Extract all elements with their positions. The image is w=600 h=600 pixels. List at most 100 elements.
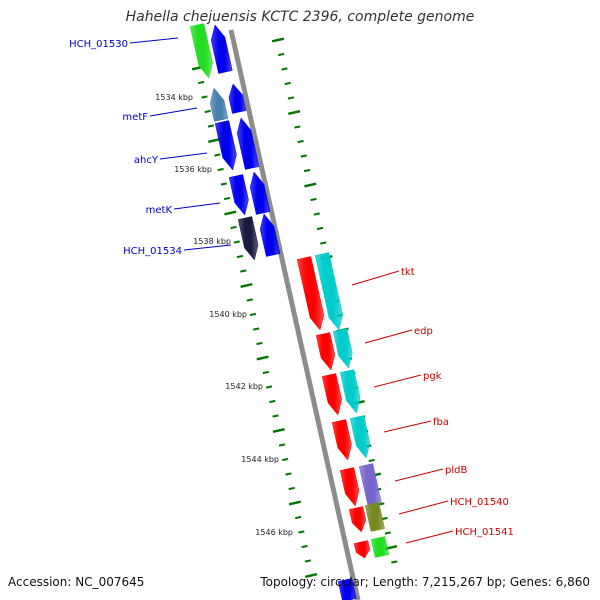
left-tick-mark: [246, 298, 253, 302]
gene-label-metf: metF: [122, 112, 148, 123]
gene-arrow: [259, 213, 281, 257]
left-tick-mark: [207, 124, 215, 128]
gene-arrow-edp: [315, 332, 336, 371]
right-tick-mark: [384, 531, 391, 535]
left-tick-mark: [301, 544, 308, 549]
left-tick-mark: [298, 530, 305, 534]
genome-backbone: [228, 29, 361, 600]
gene-label-tkt: tkt: [401, 267, 415, 278]
left-tick-mark: [262, 370, 269, 375]
gene-arrow: [364, 502, 385, 532]
left-tick-mark: [220, 182, 227, 186]
gene-arrow-hch01530: [189, 23, 213, 79]
left-tick-mark: [240, 282, 253, 289]
left-tick-mark: [214, 153, 221, 157]
left-tick-mark: [278, 443, 286, 447]
right-tick-mark: [284, 81, 291, 86]
left-tick-mark: [269, 399, 276, 404]
right-tick-mark: [297, 139, 304, 144]
right-tick-mark: [294, 125, 301, 129]
gene-arrow-ahcy: [214, 120, 237, 171]
left-tick-mark: [256, 355, 269, 361]
gene-features: [189, 23, 390, 600]
map-title: Hahella chejuensis KCTC 2396, complete g…: [125, 9, 475, 25]
left-tick-mark: [256, 341, 263, 346]
left-tick-mark: [288, 500, 302, 506]
left-tick-mark: [233, 240, 240, 244]
gene-label-edp: edp: [414, 326, 433, 337]
right-tick-mark: [288, 109, 301, 116]
scale-label: 1534 kbp: [155, 93, 193, 102]
gene-arrow: [314, 252, 343, 331]
left-tick-mark: [208, 137, 221, 144]
gene-label-leader: [149, 107, 198, 117]
gene-arrow-pldb: [339, 467, 360, 507]
gene-arrow-hch01534: [237, 216, 259, 261]
right-tick-mark: [313, 212, 320, 216]
left-tick-mark: [201, 95, 208, 99]
left-tick-mark: [224, 210, 237, 216]
left-tick-mark: [304, 559, 311, 563]
gene-label-leader: [183, 244, 232, 251]
gene-arrow-pgk: [321, 373, 342, 416]
gene-label-pldb: pldB: [445, 465, 467, 476]
gene-arrow: [370, 536, 390, 558]
gene-arrow-tkt: [296, 256, 325, 331]
left-tick-mark: [282, 457, 289, 462]
gene-arrow-metf: [209, 87, 229, 122]
genome-summary: Topology: circular; Length: 7,215,267 bp…: [260, 575, 590, 589]
left-tick-mark: [295, 515, 302, 520]
gene-arrow: [332, 328, 353, 369]
gene-label-leader: [373, 374, 422, 388]
left-tick-mark: [272, 414, 279, 418]
gene-label-leader: [129, 37, 179, 44]
right-tick-mark: [287, 96, 295, 100]
gene-arrow-hch01540: [348, 506, 367, 533]
left-tick-mark: [249, 312, 257, 317]
right-tick-mark: [391, 560, 398, 564]
gene-label-hch_01540: HCH_01540: [450, 497, 509, 508]
gene-label-metk: metK: [146, 205, 173, 216]
left-tick-mark: [240, 269, 247, 273]
scale-label: 1542 kbp: [225, 382, 263, 391]
gene-label-leader: [159, 152, 208, 160]
gene-arrow: [228, 83, 247, 114]
gene-label-hch_01534: HCH_01534: [123, 246, 182, 257]
right-tick-mark: [303, 168, 311, 173]
scale-labels: 1534 kbp 1536 kbp 1538 kbp 1540 kbp 1542 kbp…: [155, 93, 293, 537]
right-tick-mark: [281, 67, 288, 71]
left-tick-mark: [288, 486, 295, 491]
gene-label-leader: [405, 530, 454, 544]
left-tick-mark: [223, 196, 231, 201]
scale-label: 1538 kbp: [193, 237, 231, 246]
right-tick-mark: [304, 182, 317, 188]
left-tick-mark: [272, 427, 285, 434]
gene-label-leader: [383, 420, 432, 433]
gene-arrow: [337, 578, 357, 600]
gene-arrow: [249, 171, 271, 215]
right-tick-mark: [300, 154, 307, 158]
gene-arrow-fba: [331, 419, 352, 461]
gene-arrow-metk: [228, 174, 249, 216]
left-tick-mark: [217, 167, 224, 172]
left-tick-mark: [230, 225, 237, 230]
gene-label-leader: [173, 202, 221, 210]
left-tick-mark: [285, 472, 292, 476]
right-tick-mark: [316, 226, 324, 231]
scale-label: 1544 kbp: [241, 455, 279, 464]
gene-label-leader: [351, 270, 400, 286]
right-tick-mark: [310, 197, 317, 202]
gene-arrow: [210, 24, 233, 74]
left-tick-mark: [304, 572, 318, 579]
gene-arrow: [358, 463, 382, 506]
gene-label-leader: [394, 468, 444, 482]
gene-label-fba: fba: [433, 417, 449, 428]
scale-label: 1540 kbp: [209, 310, 247, 319]
gene-label-hch_01541: HCH_01541: [455, 527, 514, 538]
left-tick-mark: [265, 385, 273, 389]
scale-label: 1536 kbp: [174, 165, 212, 174]
gene-label-pgk: pgk: [423, 371, 442, 382]
